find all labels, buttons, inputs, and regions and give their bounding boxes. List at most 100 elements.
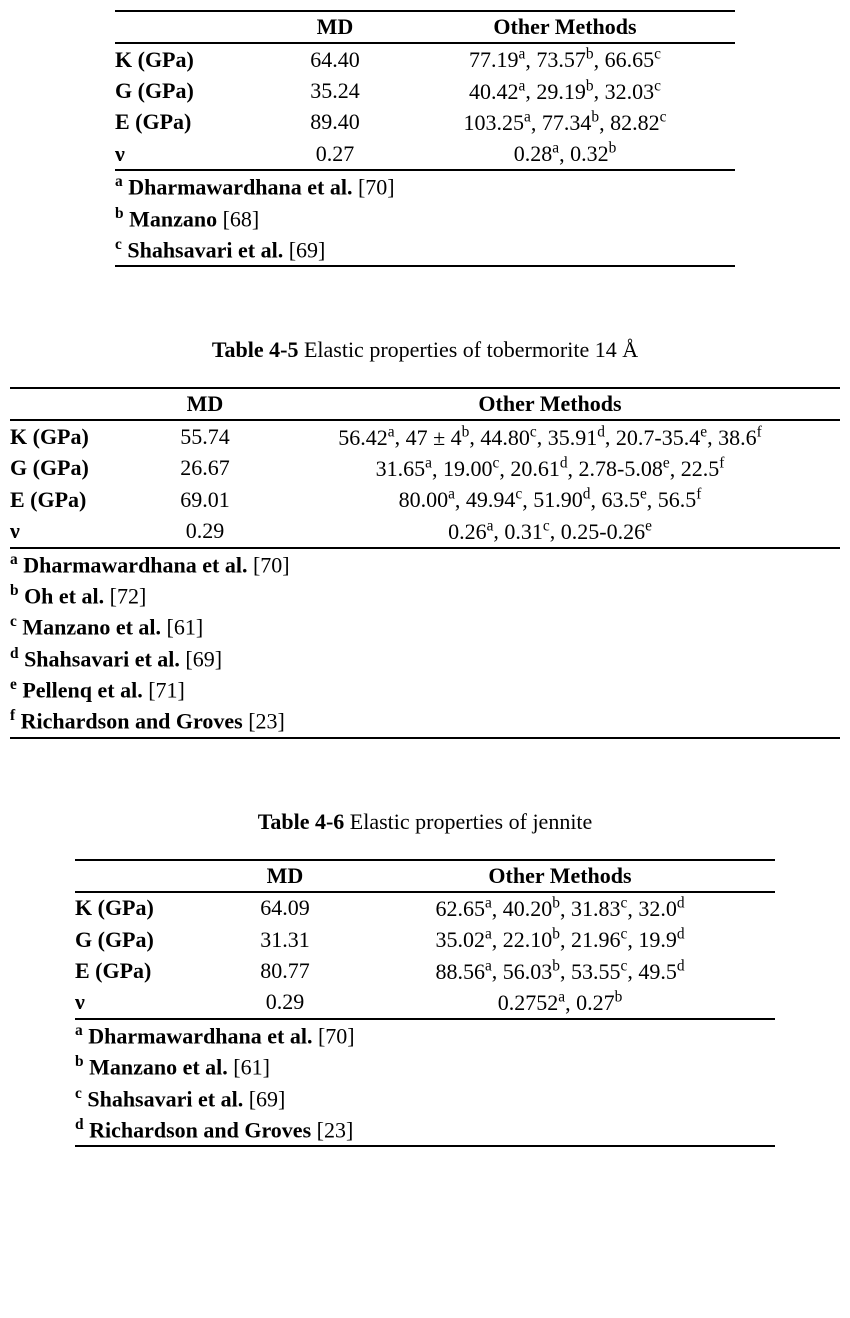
table-row: E (GPa)69.0180.00a, 49.94c, 51.90d, 63.5…	[10, 484, 840, 515]
data-table: MDOther MethodsK (GPa)64.0962.65a, 40.20…	[75, 859, 775, 1148]
footnote-author: Oh et al.	[24, 583, 104, 608]
column-header: MD	[275, 11, 395, 43]
md-value: 69.01	[150, 484, 260, 515]
row-label: K (GPa)	[10, 420, 150, 452]
value-with-source: 20.61d	[510, 456, 567, 481]
footnote-citation: [68]	[217, 206, 259, 231]
footnote-row: c Manzano et al. [61]	[10, 611, 840, 642]
footnote-author: Dharmawardhana et al.	[88, 1023, 312, 1048]
value-with-source: 62.65a	[435, 896, 491, 921]
value-with-source: 32.03c	[605, 79, 661, 104]
page-content: MDOther MethodsK (GPa)64.4077.19a, 73.57…	[0, 10, 850, 1147]
footnote-citation: [23]	[311, 1117, 353, 1142]
value-with-source: 63.5e	[601, 487, 646, 512]
value-with-source: 77.19a	[469, 47, 525, 72]
value-with-source: 44.80c	[480, 425, 536, 450]
row-label: ν	[10, 515, 150, 547]
value-with-source: 56.5f	[658, 487, 702, 512]
other-methods-value: 35.02a, 22.10b, 21.96c, 19.9d	[345, 924, 775, 955]
footnote-row: b Oh et al. [72]	[10, 580, 840, 611]
value-with-source: 73.57b	[536, 47, 593, 72]
footnote-author: Shahsavari et al.	[127, 237, 283, 262]
other-methods-value: 0.2752a, 0.27b	[345, 987, 775, 1019]
value-with-source: 51.90d	[533, 487, 590, 512]
column-header: MD	[150, 388, 260, 420]
footnote-row: b Manzano et al. [61]	[75, 1051, 775, 1082]
value-with-source: 103.25a	[464, 110, 531, 135]
table-row: K (GPa)64.4077.19a, 73.57b, 66.65c	[115, 43, 735, 75]
row-label: E (GPa)	[75, 955, 225, 986]
table-row: ν0.290.26a, 0.31c, 0.25-0.26e	[10, 515, 840, 547]
column-header	[75, 860, 225, 892]
footnote-citation: [23]	[243, 709, 285, 734]
row-label: K (GPa)	[115, 43, 275, 75]
value-with-source: 56.03b	[503, 959, 560, 984]
value-with-source: 0.32b	[570, 141, 616, 166]
value-with-source: 2.78-5.08e	[579, 456, 670, 481]
footnote-citation: [69]	[243, 1086, 285, 1111]
other-methods-value: 0.28a, 0.32b	[395, 138, 735, 170]
value-with-source: 31.83c	[571, 896, 627, 921]
other-methods-value: 0.26a, 0.31c, 0.25-0.26e	[260, 515, 840, 547]
table-row: G (GPa)35.2440.42a, 29.19b, 32.03c	[115, 75, 735, 106]
footnote-author: Shahsavari et al.	[24, 646, 180, 671]
other-methods-value: 56.42a, 47 ± 4b, 44.80c, 35.91d, 20.7-35…	[260, 420, 840, 452]
footnote-citation: [61]	[228, 1055, 270, 1080]
row-label: ν	[115, 138, 275, 170]
value-with-source: 40.20b	[503, 896, 560, 921]
table-row: E (GPa)89.40103.25a, 77.34b, 82.82c	[115, 107, 735, 138]
other-methods-value: 40.42a, 29.19b, 32.03c	[395, 75, 735, 106]
footnote-row: c Shahsavari et al. [69]	[75, 1083, 775, 1114]
value-with-source: 66.65c	[605, 47, 661, 72]
data-table: MDOther MethodsK (GPa)64.4077.19a, 73.57…	[115, 10, 735, 267]
md-value: 31.31	[225, 924, 345, 955]
value-with-source: 0.2752a	[498, 990, 565, 1015]
value-with-source: 19.00c	[443, 456, 499, 481]
md-value: 64.40	[275, 43, 395, 75]
md-value: 64.09	[225, 892, 345, 924]
value-with-source: 35.91d	[548, 425, 605, 450]
value-with-source: 22.10b	[503, 927, 560, 952]
value-with-source: 32.0d	[638, 896, 684, 921]
value-with-source: 53.55c	[571, 959, 627, 984]
data-table: MDOther MethodsK (GPa)55.7456.42a, 47 ± …	[10, 387, 840, 738]
value-with-source: 20.7-35.4e	[616, 425, 707, 450]
value-with-source: 19.9d	[638, 927, 684, 952]
table-row: G (GPa)31.3135.02a, 22.10b, 21.96c, 19.9…	[75, 924, 775, 955]
value-with-source: 49.94c	[466, 487, 522, 512]
row-label: E (GPa)	[115, 107, 275, 138]
table-row: ν0.270.28a, 0.32b	[115, 138, 735, 170]
footnote-author: Manzano et al.	[89, 1055, 228, 1080]
caption-number: Table 4-6	[258, 809, 345, 834]
row-label: G (GPa)	[115, 75, 275, 106]
column-header	[10, 388, 150, 420]
value-with-source: 0.26a	[448, 519, 493, 544]
other-methods-value: 31.65a, 19.00c, 20.61d, 2.78-5.08e, 22.5…	[260, 453, 840, 484]
value-with-source: 77.34b	[542, 110, 599, 135]
value-with-source: 82.82c	[610, 110, 666, 135]
other-methods-value: 77.19a, 73.57b, 66.65c	[395, 43, 735, 75]
value-with-source: 88.56a	[435, 959, 491, 984]
table-row: K (GPa)55.7456.42a, 47 ± 4b, 44.80c, 35.…	[10, 420, 840, 452]
other-methods-value: 88.56a, 56.03b, 53.55c, 49.5d	[345, 955, 775, 986]
table-row: G (GPa)26.6731.65a, 19.00c, 20.61d, 2.78…	[10, 453, 840, 484]
caption-number: Table 4-5	[212, 337, 299, 362]
footnote-author: Dharmawardhana et al.	[128, 175, 352, 200]
caption-text: Elastic properties of jennite	[344, 809, 592, 834]
footnote-author: Shahsavari et al.	[87, 1086, 243, 1111]
footnote-author: Richardson and Groves	[89, 1117, 311, 1142]
footnote-row: a Dharmawardhana et al. [70]	[115, 170, 735, 202]
other-methods-value: 103.25a, 77.34b, 82.82c	[395, 107, 735, 138]
value-with-source: 56.42a	[338, 425, 394, 450]
footnote-author: Pellenq et al.	[22, 677, 142, 702]
column-header: MD	[225, 860, 345, 892]
footnote-citation: [69]	[180, 646, 222, 671]
caption-text: Elastic properties of tobermorite 14 Å	[298, 337, 638, 362]
table-row: ν0.290.2752a, 0.27b	[75, 987, 775, 1019]
footnote-row: a Dharmawardhana et al. [70]	[10, 548, 840, 580]
footnote-citation: [61]	[161, 615, 203, 640]
value-with-source: 49.5d	[638, 959, 684, 984]
footnote-citation: [71]	[143, 677, 185, 702]
footnote-citation: [69]	[283, 237, 325, 262]
md-value: 0.27	[275, 138, 395, 170]
